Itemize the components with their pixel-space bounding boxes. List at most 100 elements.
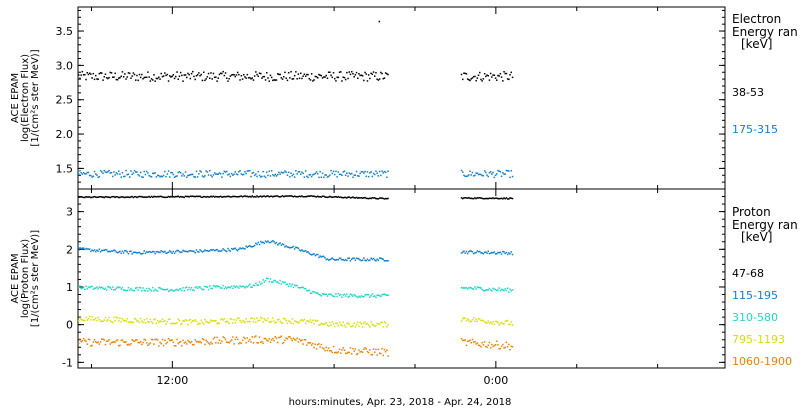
data-point xyxy=(499,251,502,254)
data-point xyxy=(165,252,167,254)
data-point xyxy=(352,295,354,297)
data-point xyxy=(477,318,480,320)
data-point xyxy=(498,251,500,254)
data-point xyxy=(162,174,165,177)
data-point xyxy=(255,282,257,284)
data-point xyxy=(508,291,510,293)
data-point xyxy=(290,246,292,249)
data-point xyxy=(133,340,136,343)
data-point xyxy=(132,196,135,199)
data-point xyxy=(348,172,350,174)
data-point xyxy=(497,169,499,172)
data-point xyxy=(332,345,335,348)
data-point xyxy=(383,321,386,323)
data-point xyxy=(92,196,95,198)
data-point xyxy=(336,196,338,198)
data-point xyxy=(188,73,190,76)
data-point xyxy=(483,170,486,172)
data-point xyxy=(318,324,320,326)
data-point xyxy=(469,320,471,323)
data-point xyxy=(144,322,147,324)
series-795-1193 xyxy=(78,315,514,328)
data-point xyxy=(82,171,85,174)
data-point xyxy=(481,288,483,291)
data-point xyxy=(212,248,215,251)
data-point xyxy=(227,174,229,176)
data-point xyxy=(206,249,209,252)
data-point xyxy=(466,175,469,177)
data-point xyxy=(233,318,235,321)
data-point xyxy=(241,247,244,249)
data-point xyxy=(476,250,479,252)
data-point xyxy=(96,78,98,80)
data-point xyxy=(228,286,230,288)
data-point xyxy=(310,195,313,197)
data-point xyxy=(245,77,247,79)
data-point xyxy=(298,249,301,251)
data-point xyxy=(205,250,207,252)
data-point xyxy=(308,321,310,323)
data-point xyxy=(186,286,188,288)
data-point xyxy=(363,172,365,174)
data-point xyxy=(335,195,337,198)
data-point xyxy=(321,255,324,258)
data-point xyxy=(188,250,190,252)
data-point xyxy=(363,257,365,259)
data-point xyxy=(503,173,505,175)
data-point xyxy=(297,286,300,289)
data-point xyxy=(264,279,267,282)
data-point xyxy=(192,289,194,291)
data-point xyxy=(476,197,479,199)
data-point xyxy=(129,72,131,75)
data-point xyxy=(302,172,304,175)
data-point xyxy=(196,340,199,343)
data-point xyxy=(121,286,124,289)
data-point xyxy=(166,320,169,323)
data-point xyxy=(230,74,233,76)
data-point xyxy=(320,343,323,346)
data-point xyxy=(329,293,331,296)
data-point xyxy=(290,285,292,287)
data-point xyxy=(358,295,360,298)
data-point xyxy=(86,72,88,74)
data-point xyxy=(355,196,358,199)
data-point xyxy=(286,338,289,340)
data-point xyxy=(346,352,348,355)
data-point xyxy=(383,348,386,351)
data-point xyxy=(369,259,371,261)
data-point xyxy=(326,295,329,297)
data-point xyxy=(469,250,471,252)
data-point xyxy=(255,173,257,175)
data-point xyxy=(286,79,289,82)
data-point xyxy=(107,286,109,288)
data-point xyxy=(245,342,247,344)
data-point xyxy=(99,196,102,198)
data-point xyxy=(78,320,80,322)
data-point xyxy=(246,73,249,76)
data-point xyxy=(503,323,505,325)
data-point xyxy=(489,72,492,75)
data-point xyxy=(378,78,381,80)
data-point xyxy=(116,317,119,319)
data-point xyxy=(380,197,382,199)
data-point xyxy=(469,79,471,82)
data-point xyxy=(335,322,337,325)
data-point xyxy=(468,340,470,342)
data-point xyxy=(222,248,224,250)
data-point xyxy=(303,176,306,178)
data-point xyxy=(195,286,198,288)
data-point xyxy=(509,253,511,255)
data-point xyxy=(290,322,292,324)
data-point xyxy=(87,286,90,288)
data-point xyxy=(132,251,135,254)
data-point xyxy=(365,260,367,262)
data-point xyxy=(498,198,500,200)
data-point xyxy=(166,288,169,290)
data-point xyxy=(120,252,122,255)
data-point xyxy=(189,288,192,291)
data-point xyxy=(186,250,188,253)
data-point xyxy=(504,197,506,200)
data-point xyxy=(270,339,273,341)
data-point xyxy=(207,174,210,176)
data-point xyxy=(172,250,175,253)
